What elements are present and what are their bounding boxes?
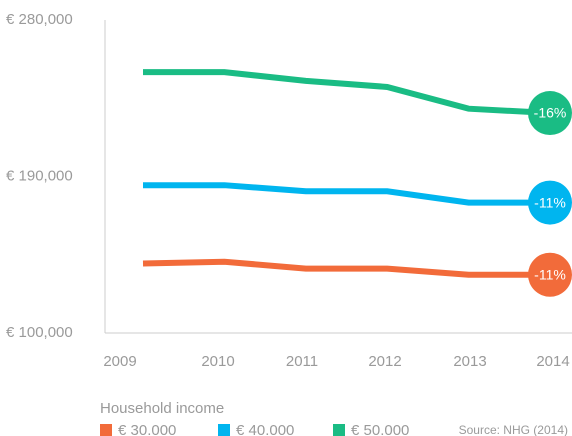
y-tick-label: € 280,000	[6, 11, 73, 28]
legend-swatch	[218, 424, 230, 436]
end-marker	[528, 180, 572, 225]
legend-swatch	[333, 424, 345, 436]
series-line	[143, 69, 551, 117]
end-label: -11%	[534, 194, 566, 210]
series-line	[142, 258, 550, 278]
end-marker	[528, 252, 572, 297]
legend-label: € 40.000	[236, 422, 294, 436]
x-tick-label: 2011	[286, 353, 318, 370]
x-tick-label: 2013	[453, 353, 486, 370]
end-label: -11%	[534, 266, 566, 282]
source: Source: NHG (2014)	[459, 423, 568, 436]
y-tick-label: € 190,000	[6, 167, 73, 184]
x-tick-label: 2010	[201, 353, 234, 370]
end-label: -16%	[534, 105, 567, 121]
end-marker	[528, 91, 572, 136]
legend-label: € 50.000	[351, 422, 409, 436]
series-line	[143, 182, 550, 206]
x-tick-label: 2012	[368, 353, 401, 370]
legend-label: € 30.000	[118, 422, 176, 436]
x-tick-label: 2009	[103, 353, 136, 370]
y-tick-label: € 100,000	[6, 324, 73, 341]
legend-swatch	[100, 424, 112, 436]
x-tick-label: 2014	[536, 353, 569, 370]
legend-title: Household income	[100, 400, 224, 417]
